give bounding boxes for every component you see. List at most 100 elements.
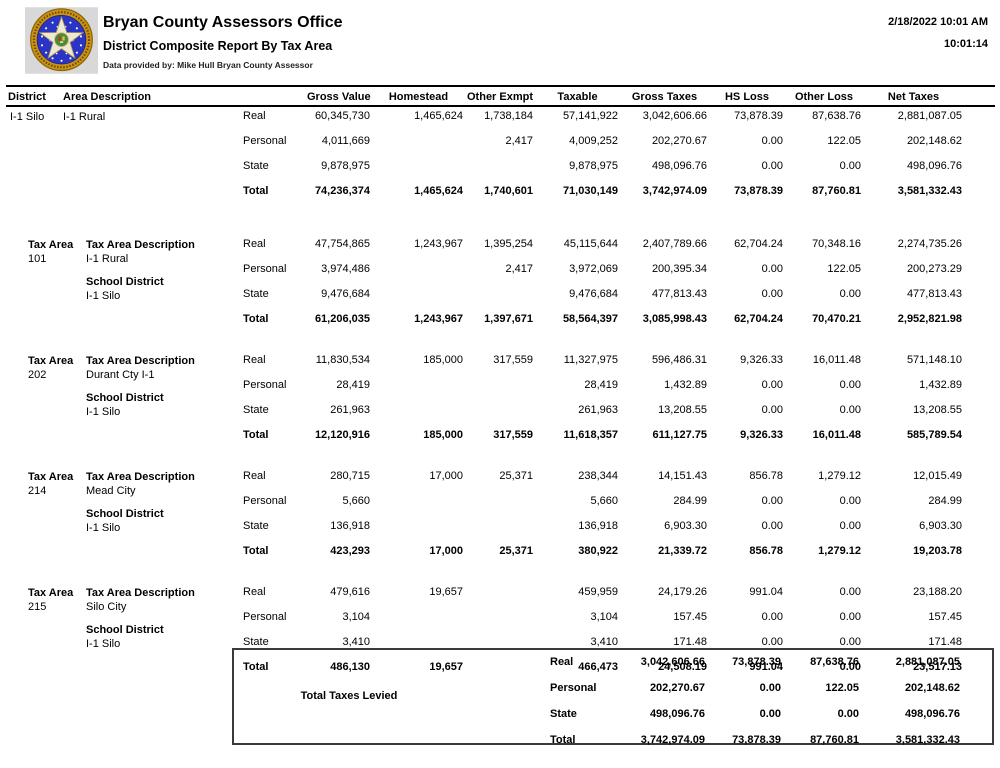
cell-hs-loss: 73,878.39 (734, 110, 783, 122)
cell-taxable: 5,660 (590, 495, 618, 507)
row-label: Personal (243, 611, 287, 623)
cell-taxable: 466,473 (578, 661, 618, 673)
cell-other-exmpt (465, 608, 535, 633)
cell-gross-value: 261,963 (330, 404, 370, 416)
cell-other-exmpt (465, 401, 535, 426)
cell-homestead (372, 285, 465, 310)
cell-homestead: 185,000 (423, 354, 463, 366)
cell-homestead (372, 517, 465, 542)
totals-row: Total 3,742,974.09 73,878.39 87,760.81 3,581… (532, 731, 962, 757)
cell-net-taxes: 477,813.43 (906, 288, 962, 300)
cell-taxable: 58,564,397 (562, 313, 618, 325)
table-row: Personal 5,660 5,660 284.99 0.00 0.00 284.99 (6, 492, 995, 517)
cell-hs-loss: 9,326.33 (740, 429, 783, 441)
cell-hs-loss: 991.04 (749, 586, 783, 598)
table-row: State 9,878,975 9,878,975 498,096.76 0.00 0.0… (6, 157, 995, 182)
school-district-header: School District (86, 508, 164, 520)
cell-homestead: 1,243,967 (414, 313, 463, 325)
totals-table: Real 3,042,606.66 73,878.39 87,638.76 2,881,… (532, 653, 962, 757)
school-district-header: School District (86, 276, 164, 288)
cell-homestead (372, 132, 465, 157)
cell-other-exmpt (465, 157, 535, 182)
cell-gross-value: 3,974,486 (321, 263, 370, 275)
table-row: Tax Area 215 Tax Area Description Silo City… (6, 583, 995, 650)
cell-taxable: 9,878,975 (569, 160, 618, 172)
cell-other-exmpt: 317,559 (493, 354, 533, 366)
cell-taxable: 136,918 (578, 520, 618, 532)
row-label: State (243, 404, 269, 416)
table-row: Tax Area 101 Tax Area Description I-1 Rural… (6, 235, 995, 302)
totals-cell-net-taxes: 498,096.76 (904, 708, 960, 720)
cell-hs-loss: 0.00 (761, 611, 783, 623)
cell-taxable: 4,009,252 (569, 135, 618, 147)
cell-other-loss: 0.00 (839, 160, 861, 172)
tax-area-description: Silo City (86, 601, 127, 613)
cell-gross-taxes: 477,813.43 (651, 288, 707, 300)
cell-other-loss: 0.00 (839, 611, 861, 623)
cell-gross-taxes: 284.99 (673, 495, 707, 507)
col-header-taxable: Taxable (557, 90, 598, 103)
totals-row-label: Real (550, 656, 574, 668)
totals-row-label: State (550, 708, 577, 720)
table-row: State 136,918 136,918 6,903.30 0.00 0.00 6,903… (6, 517, 995, 542)
cell-net-taxes: 2,881,087.05 (897, 110, 962, 122)
tax-area-header: Tax Area (28, 239, 74, 251)
cell-net-taxes: 1,432.89 (919, 379, 962, 391)
table-row: Personal 3,104 3,104 157.45 0.00 0.00 157.45 (6, 608, 995, 633)
cell-other-exmpt: 1,740,601 (484, 185, 533, 197)
cell-gross-value: 60,345,730 (314, 110, 370, 122)
tax-area-code: 214 (28, 485, 47, 497)
tax-area-header: Tax Area (28, 355, 74, 367)
totals-cell-hs-loss: 0.00 (759, 682, 781, 694)
cell-gross-value: 47,754,865 (314, 238, 370, 250)
row-label: State (243, 520, 269, 532)
col-header-gross-value: Gross Value (307, 90, 371, 103)
oklahoma-state-seal-icon (25, 7, 98, 74)
cell-taxable: 11,618,357 (563, 429, 618, 441)
cell-net-taxes: 284.99 (928, 495, 962, 507)
cell-other-exmpt: 2,417 (505, 263, 533, 275)
cell-gross-taxes: 171.48 (673, 636, 707, 648)
cell-taxable: 9,476,684 (569, 288, 618, 300)
cell-taxable: 71,030,149 (562, 185, 618, 197)
totals-cell-gross-taxes: 202,270.67 (649, 682, 705, 694)
col-header-hs-loss: HS Loss (724, 90, 769, 103)
totals-cell-gross-taxes: 3,742,974.09 (640, 734, 705, 746)
cell-homestead (372, 376, 465, 401)
cell-taxable: 45,115,644 (563, 238, 618, 250)
cell-homestead: 1,465,624 (414, 110, 463, 122)
cell-hs-loss: 856.78 (749, 470, 783, 482)
cell-gross-taxes: 157.45 (673, 611, 707, 623)
table-header-row: District Area Description Gross Value Homes… (6, 86, 995, 106)
row-label: State (243, 636, 269, 648)
col-header-area-description: Area Description (63, 90, 152, 103)
school-district-name: I-1 Silo (86, 522, 121, 534)
totals-cell-other-loss: 87,760.81 (810, 734, 859, 746)
cell-hs-loss: 856.78 (749, 545, 783, 557)
cell-homestead: 185,000 (423, 429, 463, 441)
totals-row: State 498,096.76 0.00 0.00 498,096.76 (532, 705, 962, 731)
cell-other-loss: 0.00 (839, 288, 861, 300)
cell-hs-loss: 0.00 (761, 135, 783, 147)
report-table: District Area Description Gross Value Homes… (6, 85, 995, 683)
row-label: Real (243, 354, 266, 366)
table-row: I-1 Silo I-1 Rural Real 60,345,730 1,465,624… (6, 106, 995, 132)
school-district-name: I-1 Silo (86, 638, 121, 650)
cell-other-loss: 1,279.12 (818, 470, 861, 482)
cell-gross-taxes: 3,742,974.09 (642, 185, 707, 197)
cell-homestead (372, 157, 465, 182)
cell-other-loss: 0.00 (839, 404, 861, 416)
data-provider-note: Data provided by: Mike Hull Bryan County… (103, 60, 313, 70)
cell-gross-taxes: 6,903.30 (664, 520, 707, 532)
cell-hs-loss: 0.00 (761, 263, 783, 275)
table-row: Personal 28,419 28,419 1,432.89 0.00 0.00 1,43… (6, 376, 995, 401)
totals-cell-other-loss: 87,638.76 (810, 656, 859, 668)
report-time: 10:01:14 (943, 38, 988, 50)
cell-net-taxes: 13,208.55 (913, 404, 962, 416)
cell-gross-value: 9,476,684 (321, 288, 370, 300)
cell-gross-taxes: 24,179.26 (658, 586, 707, 598)
cell-other-loss: 1,279.12 (818, 545, 861, 557)
cell-homestead: 17,000 (429, 545, 463, 557)
cell-taxable: 3,410 (590, 636, 618, 648)
